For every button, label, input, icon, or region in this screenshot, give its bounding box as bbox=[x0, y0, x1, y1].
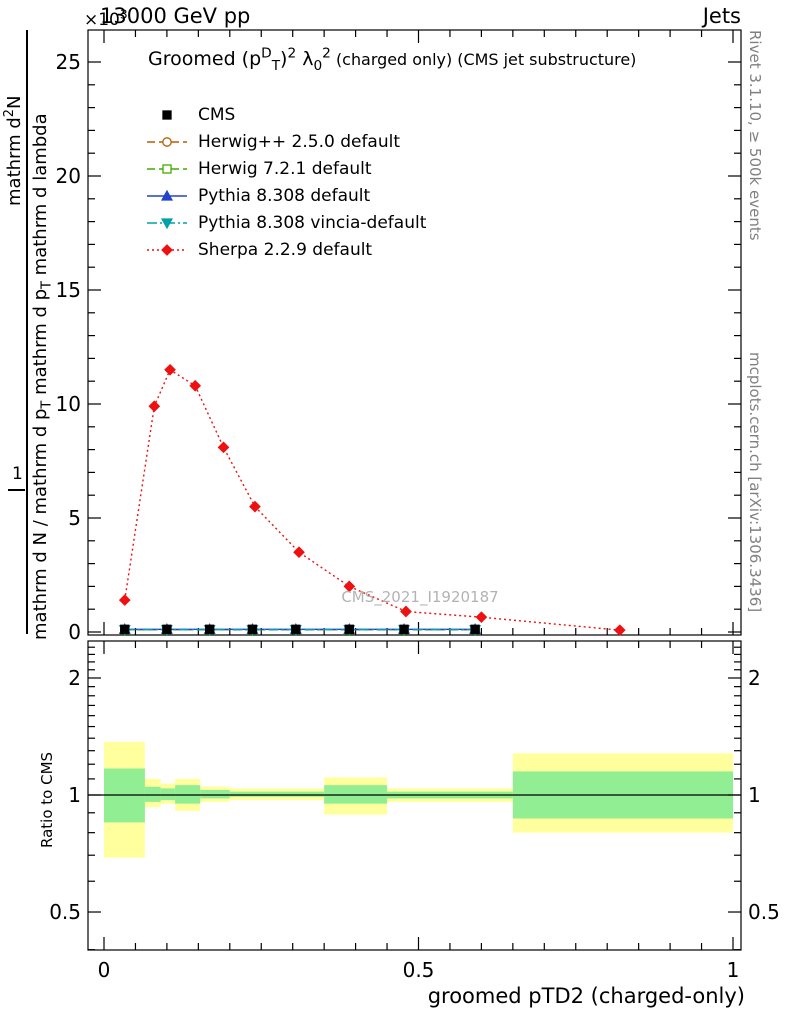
ratio-axis-title: Ratio to CMS bbox=[38, 751, 56, 848]
legend-label: Pythia 8.308 default bbox=[198, 185, 371, 206]
ratio-uncertainty-bands bbox=[104, 741, 733, 858]
x-tick-label: 1 bbox=[727, 958, 740, 982]
series-cms bbox=[120, 624, 480, 634]
legend-item-herwig-2-5-0-default: Herwig++ 2.5.0 default bbox=[145, 128, 426, 155]
legend-label: CMS bbox=[198, 104, 236, 125]
sherpa-2-2-9-default-marker-icon bbox=[147, 243, 187, 256]
analysis-id-watermark: CMS_2021_I1920187 bbox=[341, 588, 499, 606]
ratio-y-tick-label: 1 bbox=[748, 783, 761, 807]
ratio-y-tick-label: 1 bbox=[68, 783, 81, 807]
ratio-y-tick-label: 2 bbox=[748, 666, 761, 690]
legend-item-pythia-8-308-default: Pythia 8.308 default bbox=[145, 182, 426, 209]
legend-label: Pythia 8.308 vincia-default bbox=[198, 212, 427, 233]
ratio-y-tick-label: 2 bbox=[68, 666, 81, 690]
legend-label: Herwig 7.2.1 default bbox=[198, 158, 372, 179]
main-y-tick-label: 0 bbox=[68, 620, 81, 644]
ratio-y-tick-label: 0.5 bbox=[49, 900, 81, 924]
main-y-tick-label: 20 bbox=[56, 164, 81, 188]
y-axis-exponent: ×103 bbox=[84, 7, 128, 30]
pythia-8-308-default-marker-icon bbox=[147, 189, 187, 201]
x-axis-title: groomed pTD2 (charged-only) bbox=[427, 984, 745, 1008]
legend-label: Sherpa 2.2.9 default bbox=[198, 239, 373, 260]
legend: CMS Herwig++ 2.5.0 default Herwig 7.2.1 de… bbox=[145, 101, 426, 263]
ratio-y-tick-label: 0.5 bbox=[748, 900, 780, 924]
main-y-tick-label: 25 bbox=[56, 50, 81, 74]
y-axis-title-denominator: mathrm d N / mathrm d pT mathrm d pT mat… bbox=[30, 113, 55, 640]
cms-marker-icon bbox=[162, 109, 172, 120]
y-axis-title-numerator: mathrm d2N bbox=[2, 95, 25, 206]
y-axis-small-fraction-bar bbox=[8, 489, 25, 491]
main-y-tick-label: 5 bbox=[68, 506, 81, 530]
y-axis-title-one: 1 bbox=[12, 464, 23, 484]
legend-item-herwig-7-2-1-default: Herwig 7.2.1 default bbox=[145, 155, 426, 182]
legend-item-cms: CMS bbox=[145, 101, 426, 128]
legend-item-sherpa-2-2-9-default: Sherpa 2.2.9 default bbox=[145, 236, 426, 263]
herwig-2-5-0-default-marker-icon bbox=[147, 136, 187, 147]
x-tick-label: 0.5 bbox=[403, 958, 435, 982]
main-y-tick-label: 10 bbox=[56, 392, 81, 416]
pythia-8-308-vincia-default-marker-icon bbox=[147, 217, 187, 229]
rivet-version-label: Rivet 3.1.10, ≥ 500k events bbox=[746, 30, 764, 241]
x-tick-label: 0 bbox=[98, 958, 111, 982]
legend-label: Herwig++ 2.5.0 default bbox=[198, 131, 401, 152]
main-y-tick-label: 15 bbox=[56, 278, 81, 302]
herwig-7-2-1-default-marker-icon bbox=[147, 163, 187, 174]
legend-item-pythia-8-308-vincia-default: Pythia 8.308 vincia-default bbox=[145, 209, 426, 236]
beam-energy-label: 13000 GeV pp bbox=[100, 4, 251, 28]
y-axis-fraction-bar bbox=[26, 30, 28, 634]
plot-title: Groomed (pDT)2 λ02 (charged only) (CMS j… bbox=[148, 45, 637, 74]
main-panel-frame bbox=[87, 29, 742, 636]
analysis-topic-label: Jets bbox=[702, 4, 741, 28]
mcplots-credit-label: mcplots.cern.ch [arXiv:1306.3436] bbox=[746, 352, 764, 613]
series-sherpa-2-2-9-default bbox=[118, 363, 626, 637]
